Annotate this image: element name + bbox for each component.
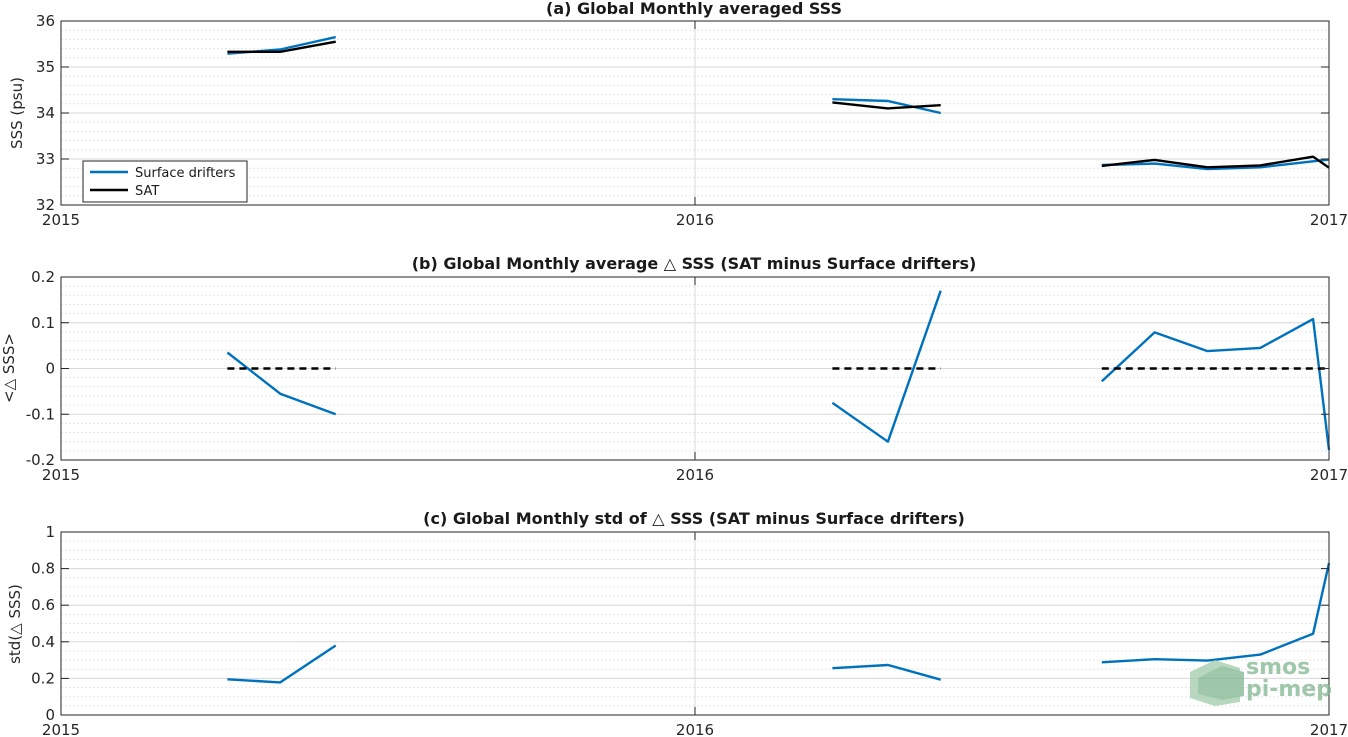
panel-a-ytick-label: 36 — [36, 12, 55, 30]
panel-b-ytick-label: -0.2 — [26, 451, 55, 469]
panel-a-xtick-label: 2016 — [676, 211, 714, 229]
legend-box — [82, 160, 248, 203]
panel-c-ytick-label: 0.4 — [31, 633, 55, 651]
panel-a-ytick-label: 32 — [36, 196, 55, 214]
legend: Surface drifters SAT — [82, 160, 248, 203]
logo-line-1: smos — [1246, 655, 1310, 680]
panel-b-series-delta-segment-3 — [1100, 317, 1331, 451]
panel-b-ylabel: <△ SSS> — [0, 333, 18, 403]
smos-pi-mep-logo: smos pi-mep — [1190, 655, 1332, 706]
panel-c-xtick-label: 2015 — [42, 721, 80, 737]
panel-c-series-delta-segment-3 — [1101, 562, 1331, 664]
panel-c: (c) Global Monthly std of △ SSS (SAT min… — [6, 509, 1348, 737]
panel-b-xtick-label: 2017 — [1310, 466, 1348, 484]
panel-a-series-sat-segment-3 — [1101, 155, 1330, 169]
panel-b-xtick-label: 2016 — [676, 466, 714, 484]
panel-c-xtick-label: 2017 — [1310, 721, 1348, 737]
panel-a-series-surface-drifters-segment-3 — [1101, 158, 1330, 171]
panel-b: (b) Global Monthly average △ SSS (SAT mi… — [0, 254, 1348, 484]
panel-a-ytick-label: 34 — [36, 104, 55, 122]
panel-b-xtick-label: 2015 — [42, 466, 80, 484]
panel-c-ytick-label: 0 — [45, 706, 55, 724]
panel-c-ytick-label: 0.6 — [31, 596, 55, 614]
logo-line-2: pi-mep — [1246, 677, 1332, 702]
panel-b-ytick-label: 0.2 — [31, 268, 55, 286]
panel-a-xtick-label: 2017 — [1310, 211, 1348, 229]
panel-a-ylabel: SSS (psu) — [8, 77, 26, 149]
panel-c-xtick-label: 2016 — [676, 721, 714, 737]
panel-b-ytick-label: 0.1 — [31, 314, 55, 332]
panel-c-ytick-label: 0.2 — [31, 669, 55, 687]
panel-a-ytick-label: 35 — [36, 58, 55, 76]
panel-c-ytick-label: 0.8 — [31, 560, 55, 578]
panel-a-title: (a) Global Monthly averaged SSS — [546, 0, 842, 18]
panel-a: (a) Global Monthly averaged SSS SSS (psu… — [8, 0, 1348, 229]
panel-b-title: (b) Global Monthly average △ SSS (SAT mi… — [412, 254, 977, 273]
panel-c-ylabel: std(△ SSS) — [6, 584, 24, 664]
panel-a-ytick-label: 33 — [36, 150, 55, 168]
panel-c-ytick-label: 1 — [45, 523, 55, 541]
panel-b-ytick-label: -0.1 — [26, 405, 55, 423]
legend-label-sat: SAT — [135, 184, 159, 199]
panel-b-ytick-label: 0 — [45, 360, 55, 378]
legend-label-drifters: Surface drifters — [135, 166, 236, 181]
panel-c-title: (c) Global Monthly std of △ SSS (SAT min… — [423, 509, 965, 528]
panel-a-xtick-label: 2015 — [42, 211, 80, 229]
